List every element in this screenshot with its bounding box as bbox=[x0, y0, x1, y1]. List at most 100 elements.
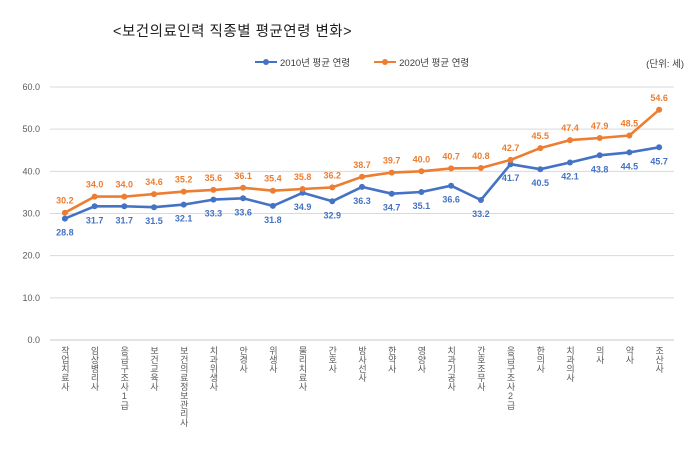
data-label: 54.6 bbox=[650, 93, 668, 103]
chart-title: <보건의료인력 직종별 평균연령 변화> bbox=[113, 24, 353, 40]
legend-item-2010: 2010년 평균 연령 bbox=[255, 55, 350, 69]
data-label: 31.8 bbox=[264, 215, 282, 225]
data-point-marker bbox=[596, 152, 603, 159]
data-label: 35.1 bbox=[413, 201, 431, 211]
data-label: 40.0 bbox=[413, 154, 431, 164]
data-label: 34.9 bbox=[294, 202, 312, 212]
data-point-marker bbox=[91, 203, 98, 210]
data-label: 47.4 bbox=[561, 123, 579, 133]
data-point-marker bbox=[626, 149, 633, 156]
data-label: 48.5 bbox=[621, 119, 639, 129]
data-point-marker bbox=[121, 203, 128, 210]
data-label: 36.1 bbox=[234, 171, 252, 181]
data-label: 36.6 bbox=[442, 195, 460, 205]
data-label: 40.8 bbox=[472, 151, 490, 161]
data-label: 40.7 bbox=[442, 151, 460, 161]
data-label: 31.5 bbox=[145, 216, 163, 226]
data-point-marker bbox=[329, 198, 336, 205]
data-point-marker bbox=[269, 202, 276, 209]
unit-label: (단위: 세) bbox=[646, 59, 684, 70]
data-label: 42.1 bbox=[561, 172, 579, 182]
legend-item-2020: 2020년 평균 연령 bbox=[374, 55, 469, 69]
data-point-marker bbox=[567, 137, 573, 144]
data-label: 31.7 bbox=[116, 215, 134, 225]
y-axis-tick-label: 40.0 bbox=[22, 166, 40, 176]
data-point-marker bbox=[210, 186, 217, 193]
data-point-marker bbox=[388, 190, 395, 197]
data-label: 34.6 bbox=[145, 177, 163, 187]
data-point-marker bbox=[656, 144, 663, 151]
legend-label-2010: 2010년 평균 연령 bbox=[280, 58, 351, 69]
data-point-marker bbox=[567, 159, 573, 166]
data-label: 34.0 bbox=[86, 180, 104, 190]
data-label: 34.7 bbox=[383, 203, 401, 213]
data-point-marker bbox=[507, 156, 514, 163]
data-label: 31.7 bbox=[86, 215, 104, 225]
data-label: 33.6 bbox=[234, 207, 252, 217]
data-label: 34.0 bbox=[116, 180, 134, 190]
data-label: 40.5 bbox=[532, 178, 550, 188]
data-point-marker bbox=[240, 195, 247, 202]
data-label: 35.2 bbox=[175, 175, 193, 185]
data-label: 39.7 bbox=[383, 156, 401, 166]
data-point-marker bbox=[329, 184, 336, 191]
data-point-marker bbox=[596, 135, 603, 141]
y-axis-tick-label: 60.0 bbox=[22, 82, 40, 92]
data-point-marker bbox=[656, 106, 663, 113]
data-label: 32.1 bbox=[175, 214, 193, 224]
data-label: 28.8 bbox=[56, 228, 74, 238]
data-point-marker bbox=[507, 161, 514, 168]
data-point-marker bbox=[210, 196, 217, 203]
y-axis-tick-label: 30.0 bbox=[22, 209, 40, 219]
data-label: 45.5 bbox=[532, 131, 550, 141]
data-point-marker bbox=[477, 197, 484, 203]
y-axis-tick-label: 10.0 bbox=[22, 293, 40, 303]
data-point-marker bbox=[448, 182, 455, 189]
data-label: 33.2 bbox=[472, 209, 490, 219]
data-label: 33.3 bbox=[205, 209, 223, 219]
data-label: 30.2 bbox=[56, 196, 74, 206]
data-point-marker bbox=[359, 183, 365, 190]
data-label: 44.5 bbox=[621, 161, 639, 171]
data-label: 36.2 bbox=[324, 170, 342, 180]
data-label: 41.7 bbox=[502, 173, 520, 183]
data-point-marker bbox=[240, 184, 247, 191]
data-point-marker bbox=[477, 165, 484, 171]
data-point-marker bbox=[151, 204, 157, 211]
data-label: 35.8 bbox=[294, 172, 312, 182]
data-label: 36.3 bbox=[353, 196, 371, 206]
data-point-marker bbox=[269, 187, 276, 194]
data-point-marker bbox=[61, 209, 68, 216]
data-label: 47.9 bbox=[591, 121, 609, 131]
data-point-marker bbox=[448, 165, 455, 172]
data-label: 35.6 bbox=[205, 173, 223, 183]
data-label: 38.7 bbox=[353, 160, 371, 170]
data-point-marker bbox=[151, 191, 157, 198]
data-label: 42.7 bbox=[502, 143, 520, 153]
y-axis-tick-label: 0.0 bbox=[27, 335, 40, 345]
data-point-marker bbox=[418, 189, 425, 195]
data-point-marker bbox=[626, 132, 633, 139]
data-point-marker bbox=[91, 193, 98, 200]
data-label: 45.7 bbox=[650, 156, 668, 166]
data-point-marker bbox=[180, 188, 187, 195]
data-point-marker bbox=[388, 169, 395, 176]
data-point-marker bbox=[418, 168, 425, 175]
legend-key-2020-line-marker-icon bbox=[374, 59, 397, 66]
y-axis-tick-label: 20.0 bbox=[22, 251, 40, 261]
data-point-marker bbox=[537, 166, 544, 173]
data-label: 32.9 bbox=[324, 210, 342, 220]
legend: 2010년 평균 연령 2020년 평균 연령 bbox=[255, 55, 469, 69]
data-label: 35.4 bbox=[264, 174, 282, 184]
data-point-marker bbox=[359, 173, 365, 180]
data-point-marker bbox=[537, 145, 544, 152]
data-point-marker bbox=[299, 186, 306, 192]
legend-label-2020: 2020년 평균 연령 bbox=[399, 58, 470, 69]
data-label: 43.8 bbox=[591, 164, 609, 174]
legend-key-2010-line-marker-icon bbox=[255, 59, 277, 66]
y-axis-tick-label: 50.0 bbox=[22, 124, 40, 134]
data-point-marker bbox=[180, 201, 187, 208]
data-point-marker bbox=[121, 193, 128, 200]
